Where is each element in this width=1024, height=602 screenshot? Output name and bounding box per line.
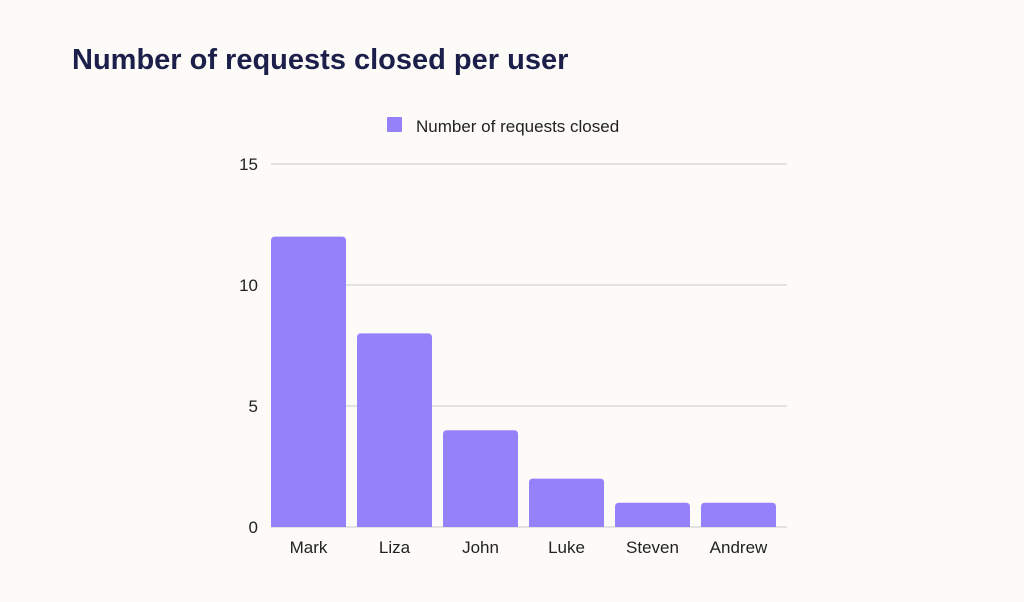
x-tick-label: Mark [290, 538, 328, 557]
x-tick-label: Liza [379, 538, 411, 557]
x-tick-label: Luke [548, 538, 585, 557]
legend-swatch [387, 117, 402, 132]
chart-title: Number of requests closed per user [72, 44, 569, 76]
chart-legend: Number of requests closed [387, 117, 619, 136]
x-tick-label: Steven [626, 538, 679, 557]
bar-liza [357, 333, 432, 527]
x-axis-ticks: Mark Liza John Luke Steven Andrew [290, 538, 768, 557]
x-tick-label: John [462, 538, 499, 557]
grid-lines [271, 163, 787, 528]
y-tick-label: 0 [249, 518, 258, 537]
bars [271, 236, 776, 527]
y-axis-ticks: 0 5 10 15 [239, 155, 258, 537]
y-tick-label: 10 [239, 276, 258, 295]
y-tick-label: 5 [249, 397, 258, 416]
x-tick-label: Andrew [710, 538, 768, 557]
bar-andrew [701, 502, 776, 527]
bar-john [443, 430, 518, 527]
bar-mark [271, 236, 346, 527]
legend-label: Number of requests closed [416, 117, 619, 136]
bar-luke [529, 478, 604, 527]
y-tick-label: 15 [239, 155, 258, 174]
bar-steven [615, 502, 690, 527]
